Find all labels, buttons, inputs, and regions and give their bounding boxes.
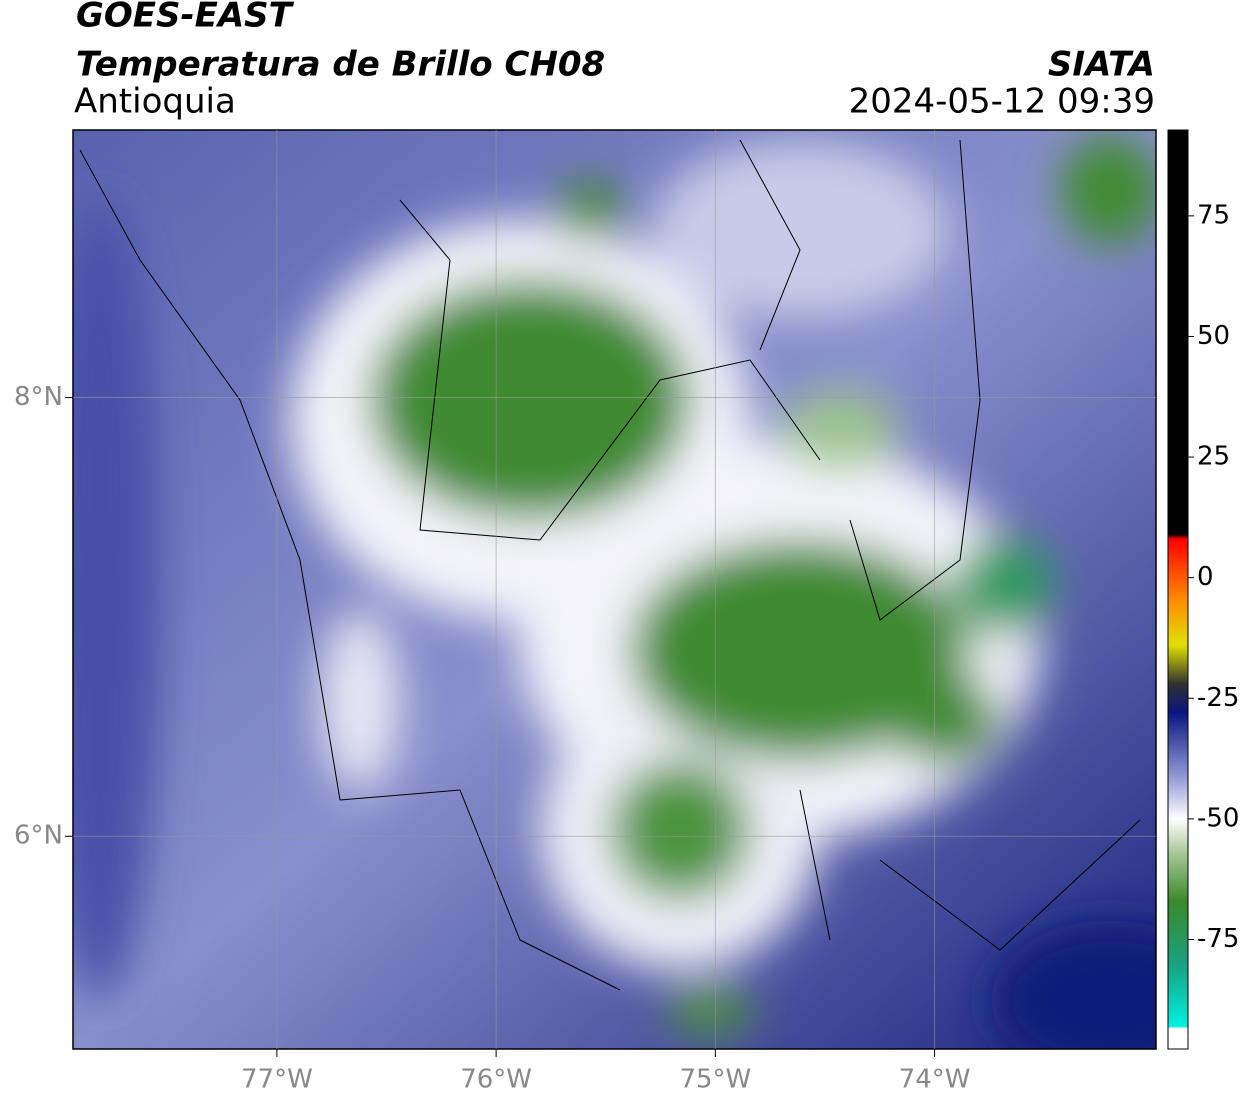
lon-label: 74°W [899, 1065, 971, 1095]
lon-label: 75°W [679, 1065, 751, 1095]
colorbar-label: 75 [1197, 200, 1230, 230]
colorbar-label: 0 [1197, 562, 1214, 592]
region: Antioquia [74, 82, 236, 122]
timestamp: 2024-05-12 09:39 [849, 82, 1155, 122]
title: GOES-EAST [76, 0, 295, 36]
colorbar-label: -25 [1197, 683, 1239, 713]
map-frame [72, 129, 1157, 1050]
lat-label: 6°N [14, 821, 63, 851]
colorbar-label: -50 [1197, 803, 1239, 833]
colorbar-label: 50 [1197, 321, 1230, 351]
lon-label: 77°W [241, 1065, 313, 1095]
satellite-field [73, 130, 1156, 1049]
colorbar-label: -75 [1197, 924, 1239, 954]
source: SIATA [1048, 45, 1155, 85]
colorbar [1167, 129, 1189, 1050]
subtitle: Temperatura de Brillo CH08 [76, 45, 605, 85]
lon-label: 76°W [460, 1065, 532, 1095]
colorbar-label: 25 [1197, 442, 1230, 472]
lat-label: 8°N [14, 382, 63, 412]
